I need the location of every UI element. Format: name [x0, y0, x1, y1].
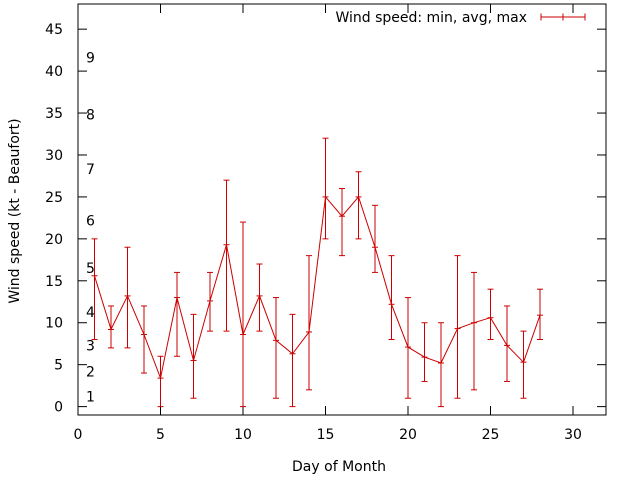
beaufort-label-layer: 1 2 3 4 5 6 7 8 9: [86, 51, 95, 406]
y-tick-label: 45: [45, 22, 63, 38]
y-tick-label: 35: [45, 106, 63, 122]
x-tick-label: 0: [74, 427, 83, 443]
beaufort-label: 3: [86, 338, 95, 354]
beaufort-label: 4: [86, 305, 95, 321]
y-tick-label: 10: [45, 316, 63, 332]
y-tick-label: 0: [54, 400, 63, 416]
x-tick-label: 5: [156, 427, 165, 443]
x-tick-label: 30: [564, 427, 582, 443]
beaufort-label: 1: [86, 390, 95, 406]
beaufort-label: 5: [86, 261, 95, 277]
y-tick-label: 15: [45, 274, 63, 290]
y-tick-label: 25: [45, 190, 63, 206]
beaufort-label: 7: [86, 162, 95, 178]
y-tick-label: 30: [45, 148, 63, 164]
beaufort-label: 6: [86, 213, 95, 229]
y-axis-label: Wind speed (kt - Beaufort): [7, 118, 23, 303]
plot-layer: [91, 137, 543, 408]
x-axis-label: Day of Month: [292, 459, 386, 475]
avg-series-line: [94, 195, 541, 380]
x-tick-label: 15: [317, 427, 335, 443]
beaufort-label: 8: [86, 108, 95, 124]
axes-layer: [77, 3, 607, 416]
beaufort-label: 2: [86, 364, 95, 380]
plot-border: [77, 3, 607, 416]
x-tick-label: 25: [482, 427, 500, 443]
y-tick-label: 5: [54, 358, 63, 374]
x-tick-label: 10: [234, 427, 252, 443]
beaufort-label: 9: [86, 51, 95, 67]
y-tick-label: 20: [45, 232, 63, 248]
legend: Wind speed: min, avg, max: [335, 10, 586, 26]
y-tick-label: 40: [45, 64, 63, 80]
x-tick-label: 20: [399, 427, 417, 443]
legend-label: Wind speed: min, avg, max: [335, 10, 527, 26]
